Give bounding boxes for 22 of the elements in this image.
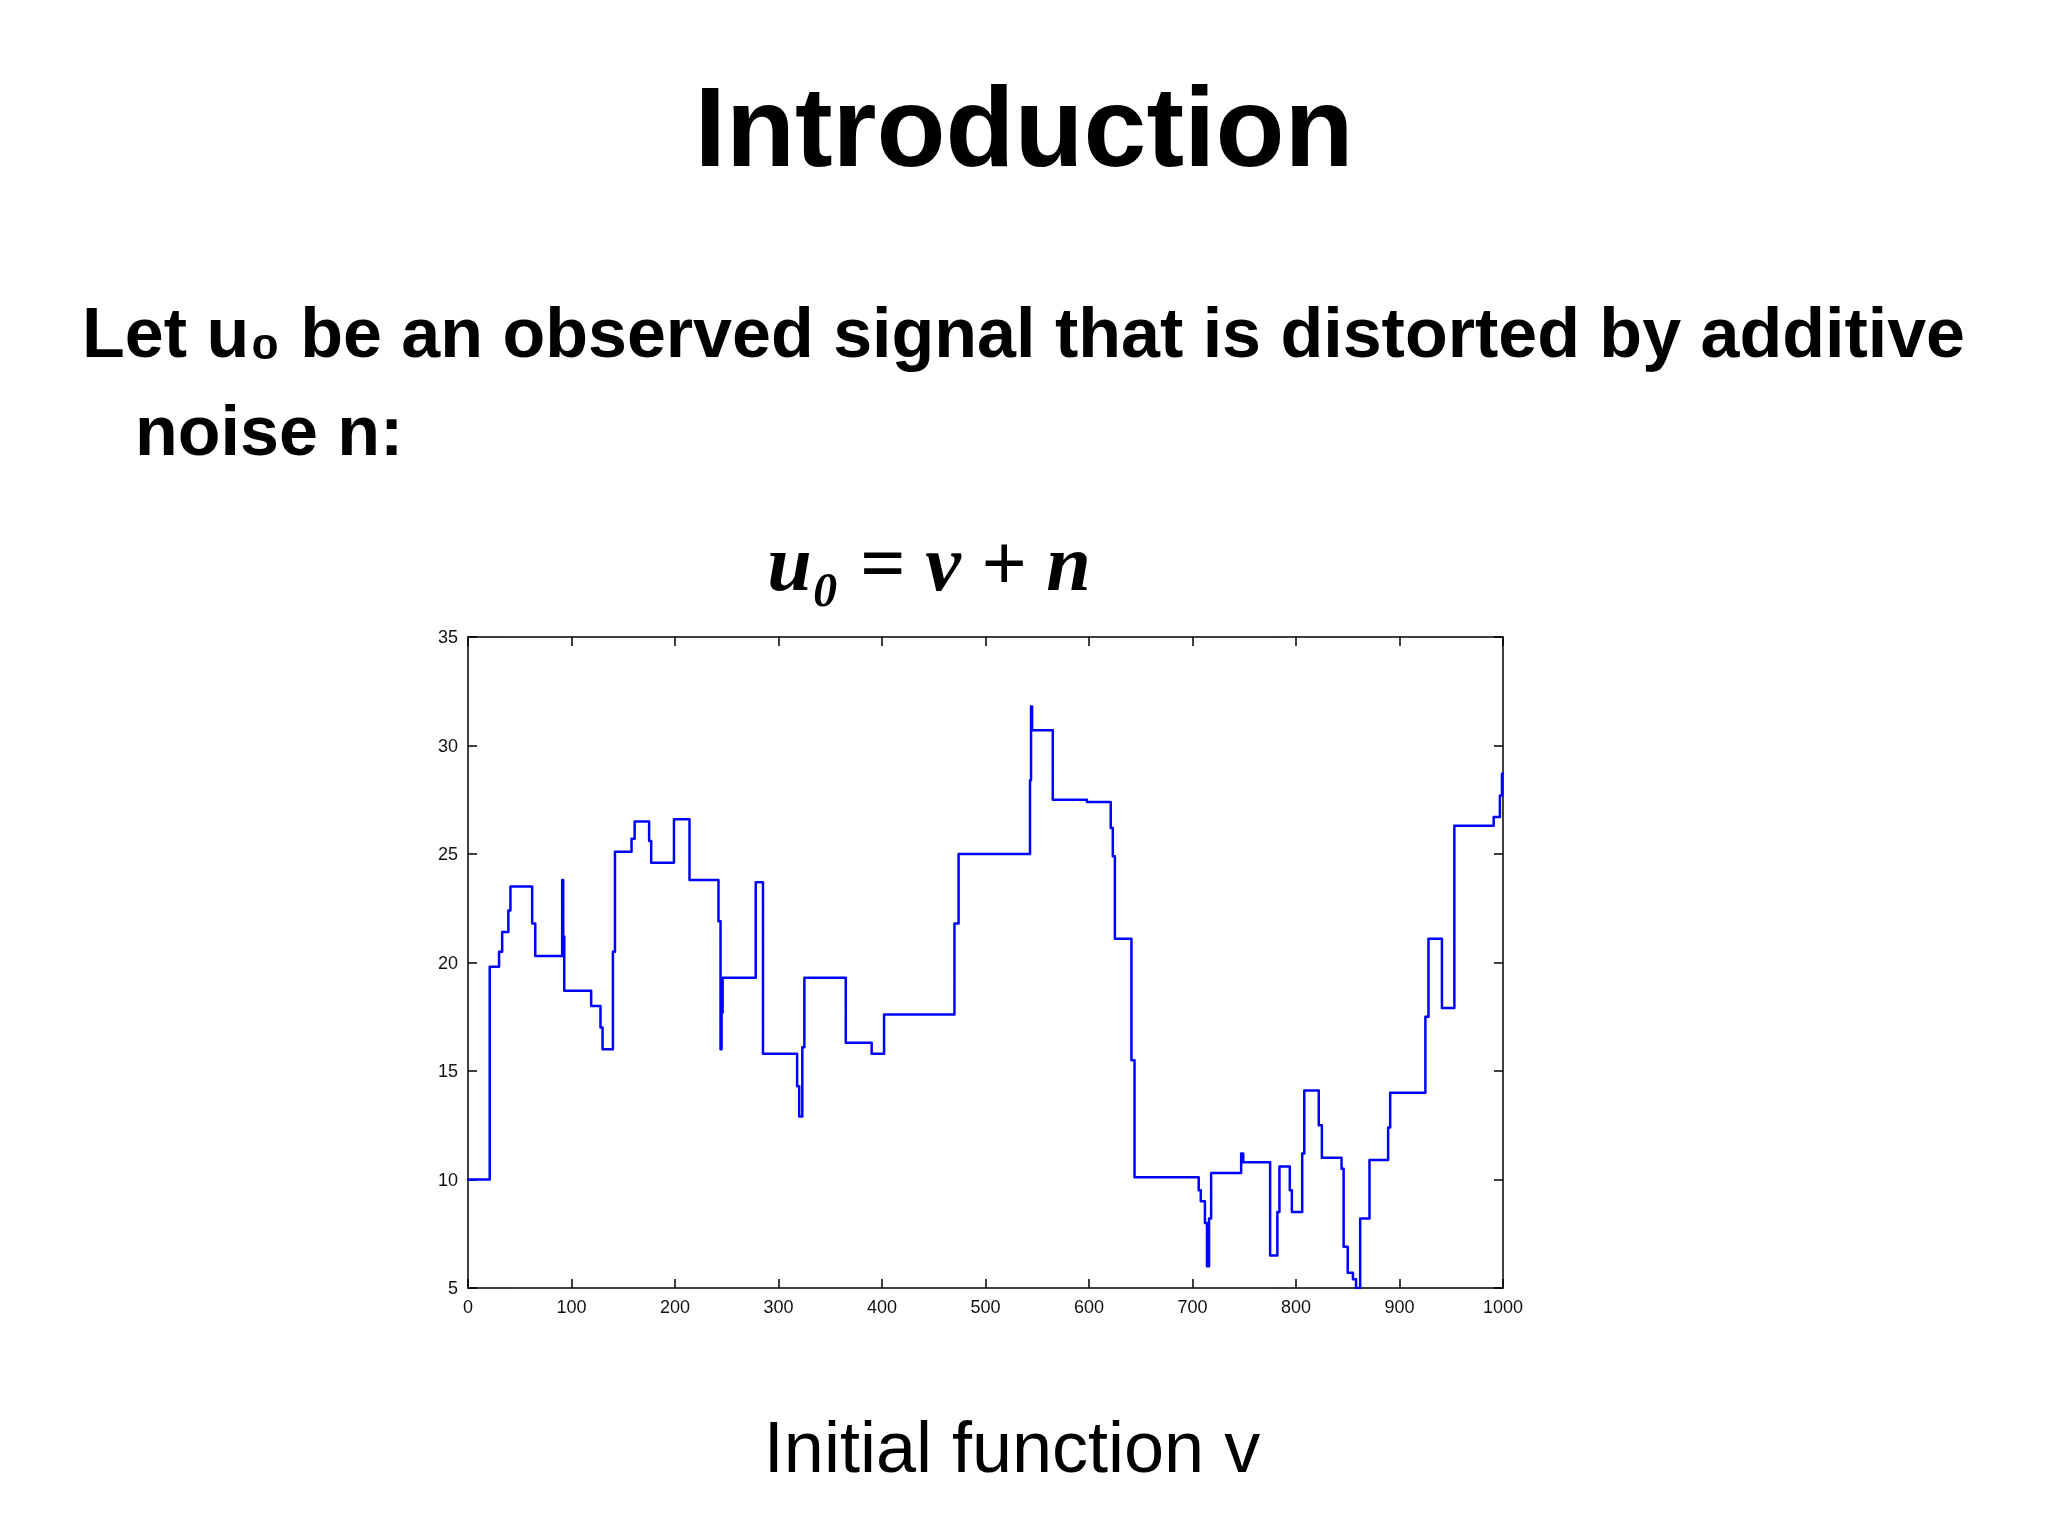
y-tick-label: 35 xyxy=(437,627,458,647)
x-tick-label: 1000 xyxy=(1482,1297,1524,1317)
y-tick-label: 20 xyxy=(437,952,458,973)
x-tick-label: 0 xyxy=(462,1297,474,1317)
x-tick-label: 800 xyxy=(1280,1297,1312,1317)
chart-subtitle: Let u₀ be an observed signal that is distorted by additive noise n: xyxy=(82,293,1967,472)
x-tick-label: 700 xyxy=(1177,1297,1208,1317)
x-tick-label: 200 xyxy=(659,1297,691,1317)
chart-title: Introduction xyxy=(693,64,1355,190)
text: Initial function v xyxy=(763,1407,1261,1487)
x-tick-label: 600 xyxy=(1073,1297,1105,1317)
y-tick-label: 5 xyxy=(447,1278,458,1298)
x-tick-label: 900 xyxy=(1384,1297,1415,1317)
x-tick-label: 400 xyxy=(866,1297,898,1317)
y-tick-label: 30 xyxy=(437,735,458,756)
text: u₀ = v + n xyxy=(767,519,1091,607)
y-tick-label: 15 xyxy=(437,1061,458,1081)
x-tick-label: 100 xyxy=(556,1297,587,1317)
x-tick-label: 500 xyxy=(970,1297,1001,1317)
y-tick-label: 25 xyxy=(437,844,458,864)
x-tick-label: 300 xyxy=(763,1297,794,1317)
y-tick-label: 10 xyxy=(437,1169,458,1190)
